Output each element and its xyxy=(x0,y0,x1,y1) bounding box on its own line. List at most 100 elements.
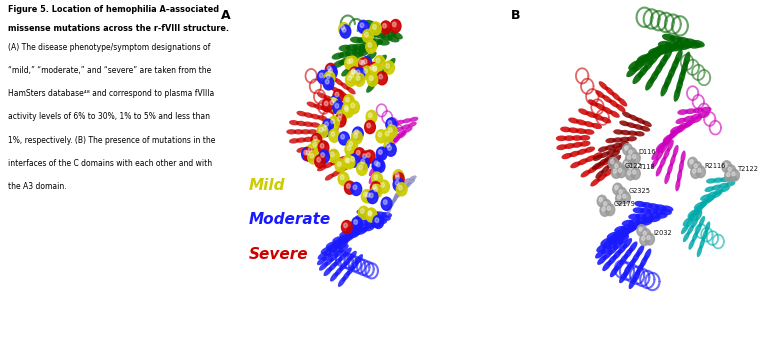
Ellipse shape xyxy=(693,205,703,213)
Ellipse shape xyxy=(687,209,696,218)
Ellipse shape xyxy=(675,125,684,134)
Ellipse shape xyxy=(350,260,359,270)
Circle shape xyxy=(354,67,364,80)
Circle shape xyxy=(371,63,381,77)
Ellipse shape xyxy=(365,20,378,28)
Ellipse shape xyxy=(329,245,339,253)
Ellipse shape xyxy=(639,208,652,214)
Circle shape xyxy=(311,134,322,147)
Circle shape xyxy=(368,113,372,118)
Circle shape xyxy=(641,229,651,240)
Circle shape xyxy=(625,153,635,165)
Ellipse shape xyxy=(394,191,401,198)
Ellipse shape xyxy=(586,111,596,118)
Ellipse shape xyxy=(607,235,618,243)
Ellipse shape xyxy=(338,238,348,245)
Ellipse shape xyxy=(360,69,371,80)
Ellipse shape xyxy=(725,181,736,187)
Circle shape xyxy=(337,117,341,121)
Ellipse shape xyxy=(599,81,608,90)
Ellipse shape xyxy=(605,138,616,143)
Ellipse shape xyxy=(700,107,712,112)
Ellipse shape xyxy=(655,142,665,151)
Ellipse shape xyxy=(341,67,353,77)
Circle shape xyxy=(371,184,382,197)
Ellipse shape xyxy=(602,107,613,114)
Circle shape xyxy=(366,193,370,197)
Circle shape xyxy=(371,22,381,35)
Circle shape xyxy=(364,192,367,197)
Ellipse shape xyxy=(611,92,621,101)
Circle shape xyxy=(359,60,363,65)
Ellipse shape xyxy=(628,276,637,289)
Circle shape xyxy=(388,120,391,125)
Ellipse shape xyxy=(620,227,631,234)
Circle shape xyxy=(619,190,622,194)
Ellipse shape xyxy=(626,225,638,232)
Circle shape xyxy=(357,162,367,175)
Ellipse shape xyxy=(655,204,667,211)
Ellipse shape xyxy=(584,129,594,135)
Ellipse shape xyxy=(626,66,638,77)
Ellipse shape xyxy=(628,219,641,225)
Ellipse shape xyxy=(615,259,624,271)
Ellipse shape xyxy=(659,55,668,69)
Ellipse shape xyxy=(393,192,398,201)
Ellipse shape xyxy=(399,187,406,194)
Ellipse shape xyxy=(386,141,393,150)
Ellipse shape xyxy=(607,232,618,239)
Ellipse shape xyxy=(615,232,625,241)
Ellipse shape xyxy=(594,162,605,169)
Ellipse shape xyxy=(345,54,357,62)
Text: I2032: I2032 xyxy=(653,230,672,236)
Ellipse shape xyxy=(402,183,409,188)
Ellipse shape xyxy=(401,185,407,193)
Circle shape xyxy=(308,151,319,164)
Ellipse shape xyxy=(702,229,708,241)
Ellipse shape xyxy=(595,170,604,179)
Ellipse shape xyxy=(691,218,698,228)
Circle shape xyxy=(602,207,605,211)
Circle shape xyxy=(343,155,354,168)
Ellipse shape xyxy=(339,261,347,271)
Ellipse shape xyxy=(662,136,671,147)
Ellipse shape xyxy=(611,150,620,158)
Circle shape xyxy=(347,139,357,152)
Ellipse shape xyxy=(670,126,680,133)
Ellipse shape xyxy=(367,30,380,37)
Circle shape xyxy=(335,114,346,127)
Ellipse shape xyxy=(346,226,357,231)
Circle shape xyxy=(368,43,371,47)
Ellipse shape xyxy=(331,170,340,177)
Ellipse shape xyxy=(670,44,684,51)
Circle shape xyxy=(376,58,380,63)
Circle shape xyxy=(344,156,355,169)
Circle shape xyxy=(346,73,356,86)
Ellipse shape xyxy=(320,247,331,254)
Ellipse shape xyxy=(669,129,679,138)
Ellipse shape xyxy=(655,47,669,54)
Circle shape xyxy=(360,23,364,28)
Text: T118: T118 xyxy=(639,164,655,170)
Circle shape xyxy=(373,184,376,189)
Circle shape xyxy=(618,168,621,172)
Ellipse shape xyxy=(591,178,600,187)
Ellipse shape xyxy=(392,195,398,203)
Ellipse shape xyxy=(339,231,350,237)
Circle shape xyxy=(613,169,617,173)
Ellipse shape xyxy=(571,135,582,141)
Circle shape xyxy=(338,172,349,186)
Ellipse shape xyxy=(595,103,605,110)
Circle shape xyxy=(325,63,336,77)
Circle shape xyxy=(370,65,374,70)
Circle shape xyxy=(371,182,381,195)
Ellipse shape xyxy=(628,115,638,121)
Ellipse shape xyxy=(397,181,405,186)
Ellipse shape xyxy=(560,127,571,132)
Ellipse shape xyxy=(381,147,388,155)
Circle shape xyxy=(726,165,736,177)
Ellipse shape xyxy=(605,87,615,96)
Ellipse shape xyxy=(326,241,337,248)
Ellipse shape xyxy=(556,136,567,141)
Ellipse shape xyxy=(332,52,344,60)
